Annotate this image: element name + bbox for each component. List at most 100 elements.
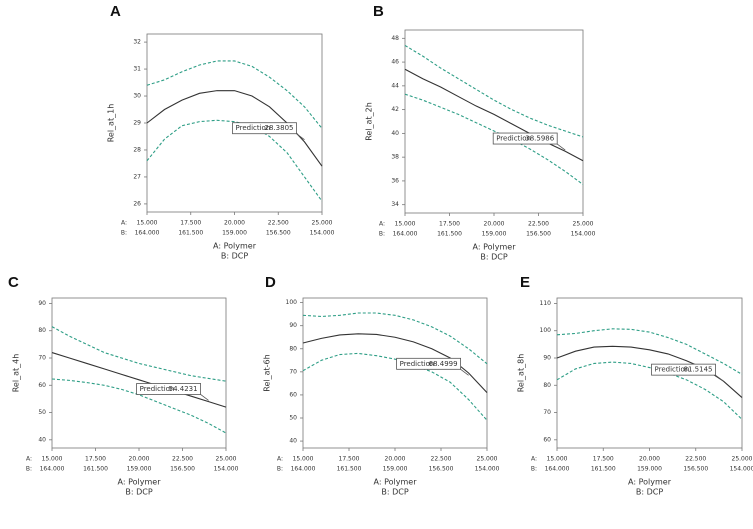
y-tick-label: 34: [391, 201, 399, 208]
y-tick-label: 90: [543, 355, 551, 362]
x2-tick-label: 156.500: [526, 231, 551, 238]
panel-label: A: [110, 3, 121, 20]
x-axis-title: A: Polymer: [628, 478, 672, 487]
y-tick-label: 29: [133, 120, 141, 127]
x-tick-label: 25.000: [732, 456, 753, 463]
x-row-label: A:: [531, 456, 537, 463]
y-tick-label: 90: [38, 300, 46, 307]
panel-label: B: [373, 3, 384, 20]
y-tick-label: 100: [286, 299, 298, 306]
prediction-pointer: [296, 133, 305, 141]
x-tick-label: 20.000: [484, 221, 505, 228]
confidence-band: [51, 378, 227, 434]
y-tick-label: 70: [543, 409, 551, 416]
prediction-value: 28.3805: [265, 124, 294, 132]
y-tick-label: 80: [289, 345, 297, 352]
x-axis-title: A: Polymer: [118, 478, 162, 487]
x-tick-label: 15.000: [137, 220, 158, 227]
x-tick-label: 17.500: [85, 456, 106, 463]
y-tick-label: 50: [38, 409, 46, 416]
confidence-band: [302, 312, 488, 365]
prediction-box: [492, 132, 558, 145]
x-tick-label: 17.500: [593, 456, 614, 463]
x-row-label: A:: [379, 221, 385, 228]
x2-tick-label: 154.000: [310, 230, 335, 237]
y-tick-label: 80: [543, 382, 551, 389]
x2-tick-label: 154.000: [571, 231, 596, 238]
prediction-label: Prediction: [655, 366, 690, 374]
x2-tick-label: 164.000: [40, 466, 65, 473]
x-axis-title: A: Polymer: [213, 242, 257, 251]
prediction-label: Prediction: [496, 135, 531, 143]
prediction-label: Prediction: [236, 124, 271, 132]
x-tick-label: 17.500: [339, 456, 360, 463]
x2-tick-label: 156.500: [429, 466, 454, 473]
prediction-line: [51, 352, 227, 408]
x-axis-title: A: Polymer: [473, 243, 517, 252]
y-tick-label: 32: [133, 39, 141, 46]
x-tick-label: 25.000: [312, 220, 333, 227]
confidence-band: [556, 361, 743, 420]
x2-tick-label: 154.000: [475, 466, 500, 473]
chart-panel: C 40 50 60 70 80 90 15.000 17.500 20.000 22.500 25.…: [8, 274, 239, 497]
y-tick-label: 100: [540, 327, 552, 334]
x-tick-label: 25.000: [216, 456, 237, 463]
x2-tick-label: 161.500: [437, 231, 462, 238]
x2-tick-label: 159.000: [127, 466, 152, 473]
y-tick-label: 70: [38, 355, 46, 362]
y-axis-title: Rel_at_2h: [365, 102, 374, 141]
prediction-value: 54.4231: [169, 385, 198, 393]
y-tick-label: 40: [38, 436, 46, 443]
y-tick-label: 50: [289, 415, 297, 422]
y-tick-label: 80: [38, 327, 46, 334]
prediction-box: [651, 363, 716, 376]
y-tick-label: 30: [133, 93, 141, 100]
x2-row-label: B:: [26, 466, 32, 473]
x2-tick-label: 161.500: [83, 466, 108, 473]
plot-frame: [404, 29, 584, 214]
x-row-label: A:: [277, 456, 283, 463]
x2-tick-label: 159.000: [222, 230, 247, 237]
confidence-band: [404, 44, 584, 138]
y-axis-title: Rel_at_4h: [12, 354, 21, 393]
y-axis-title: Rel_at-6h: [263, 354, 272, 391]
panel-label: D: [265, 274, 276, 291]
confidence-band: [51, 326, 227, 382]
y-tick-label: 38: [391, 154, 399, 161]
x-tick-label: 15.000: [547, 456, 568, 463]
x-tick-label: 22.500: [268, 220, 289, 227]
x2-tick-label: 156.500: [266, 230, 291, 237]
x2-tick-label: 161.500: [591, 466, 616, 473]
x2-row-label: B:: [277, 466, 283, 473]
x2-tick-label: 154.000: [730, 466, 753, 473]
x-tick-label: 20.000: [129, 456, 150, 463]
y-tick-label: 40: [391, 130, 399, 137]
x2-tick-label: 164.000: [291, 466, 316, 473]
y-tick-label: 27: [133, 173, 141, 180]
x-tick-label: 22.500: [172, 456, 193, 463]
prediction-value: 38.5986: [525, 135, 554, 143]
y-tick-label: 90: [289, 322, 297, 329]
x2-row-label: B:: [531, 466, 537, 473]
y-tick-label: 31: [133, 66, 141, 73]
chart-panel: A 26 27 28 29 30 31 32 15.000 17.500 20.000 22.500 2…: [107, 3, 335, 261]
plot-frame: [302, 297, 488, 449]
y-axis-title: Rel_at_1h: [107, 104, 116, 143]
y-tick-label: 70: [289, 368, 297, 375]
x2-axis-title: B: DCP: [221, 252, 248, 261]
x2-row-label: B:: [121, 230, 127, 237]
x2-tick-label: 161.500: [337, 466, 362, 473]
x2-tick-label: 161.500: [178, 230, 203, 237]
x2-tick-label: 156.500: [170, 466, 195, 473]
y-tick-label: 26: [133, 200, 141, 207]
prediction-label: Prediction: [140, 385, 175, 393]
chart-panel: B 34 36 38 40 42 44 46 48 15.000 17.500 20.000 22.50…: [365, 3, 596, 262]
x-tick-label: 20.000: [224, 220, 245, 227]
y-tick-label: 42: [391, 106, 399, 113]
chart-panel: E 60 70 80 90 100 110 15.000 17.500 20.000 22.500 2…: [517, 274, 753, 497]
confidence-band: [556, 328, 743, 375]
plot-frame: [51, 297, 227, 449]
x2-tick-label: 154.000: [214, 466, 239, 473]
y-tick-label: 46: [391, 59, 399, 66]
